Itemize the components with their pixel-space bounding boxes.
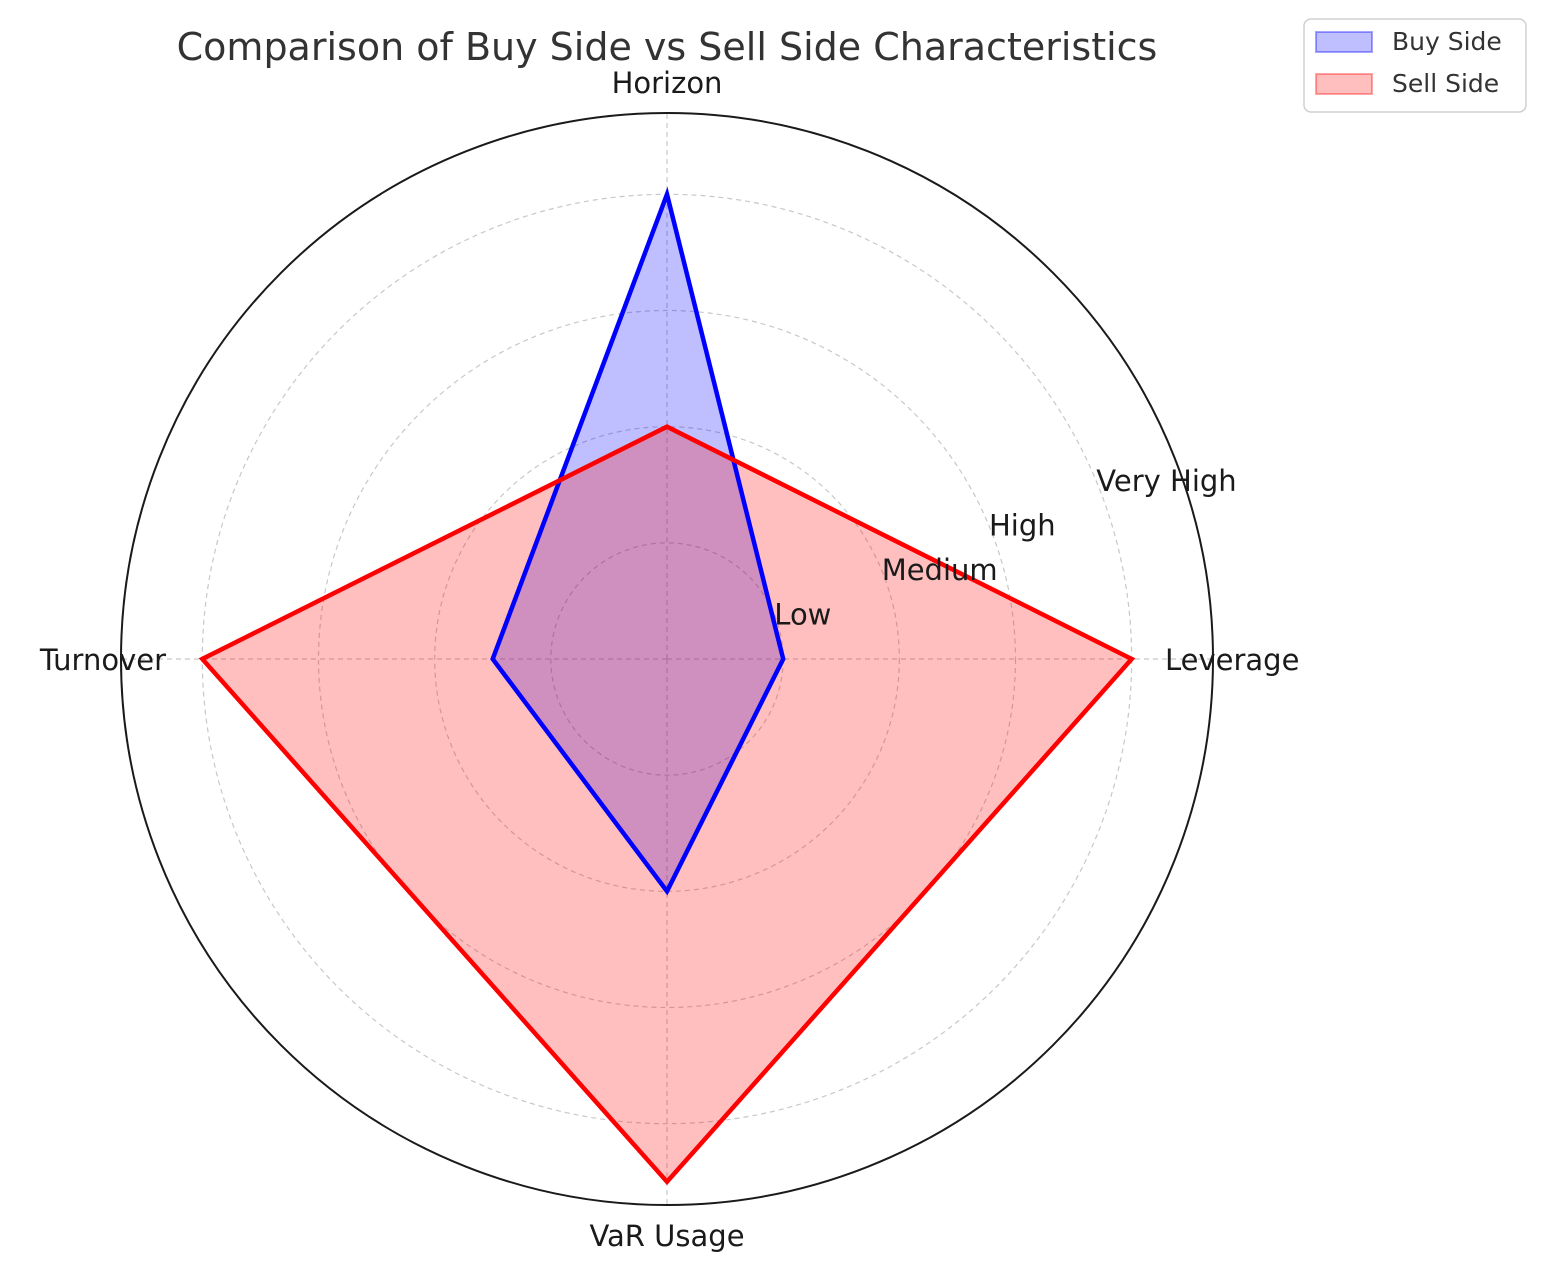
- grid-circle-3: [317, 309, 1017, 1009]
- axis-labels: Leverage Horizon Turnover VaR Usage: [39, 66, 1300, 1253]
- radial-tick-medium: Medium: [882, 553, 998, 587]
- series-fill-sell-side: [202, 426, 1132, 1182]
- series-fill-buy-side: [492, 194, 784, 892]
- radial-tick-high: High: [989, 509, 1056, 543]
- legend-swatch-sell-side: [1315, 73, 1373, 95]
- chart-title: Comparison of Buy Side vs Sell Side Char…: [177, 25, 1158, 69]
- series-layer: [198, 186, 1136, 1186]
- radial-tick-very-high: Very High: [1096, 464, 1236, 498]
- axis-label-leverage: Leverage: [1165, 643, 1299, 677]
- legend-label-sell-side: Sell Side: [1392, 69, 1499, 98]
- series-line-sell-side: [198, 424, 1136, 1186]
- series-line-buy-side: [490, 186, 786, 896]
- radial-tick-low: Low: [774, 598, 831, 632]
- legend-swatch-buy-side: [1315, 31, 1373, 53]
- axis-label-turnover: Turnover: [39, 643, 166, 677]
- axis-label-horizon: Horizon: [612, 66, 723, 100]
- outer-circle: [120, 112, 1214, 1206]
- legend-box: [1303, 18, 1527, 113]
- legend: Buy Side Sell Side: [1303, 18, 1527, 113]
- legend-label-buy-side: Buy Side: [1392, 27, 1502, 56]
- radial-tick-labels: Low Medium High Very High: [774, 464, 1236, 631]
- axis-label-var-usage: VaR Usage: [589, 1219, 744, 1253]
